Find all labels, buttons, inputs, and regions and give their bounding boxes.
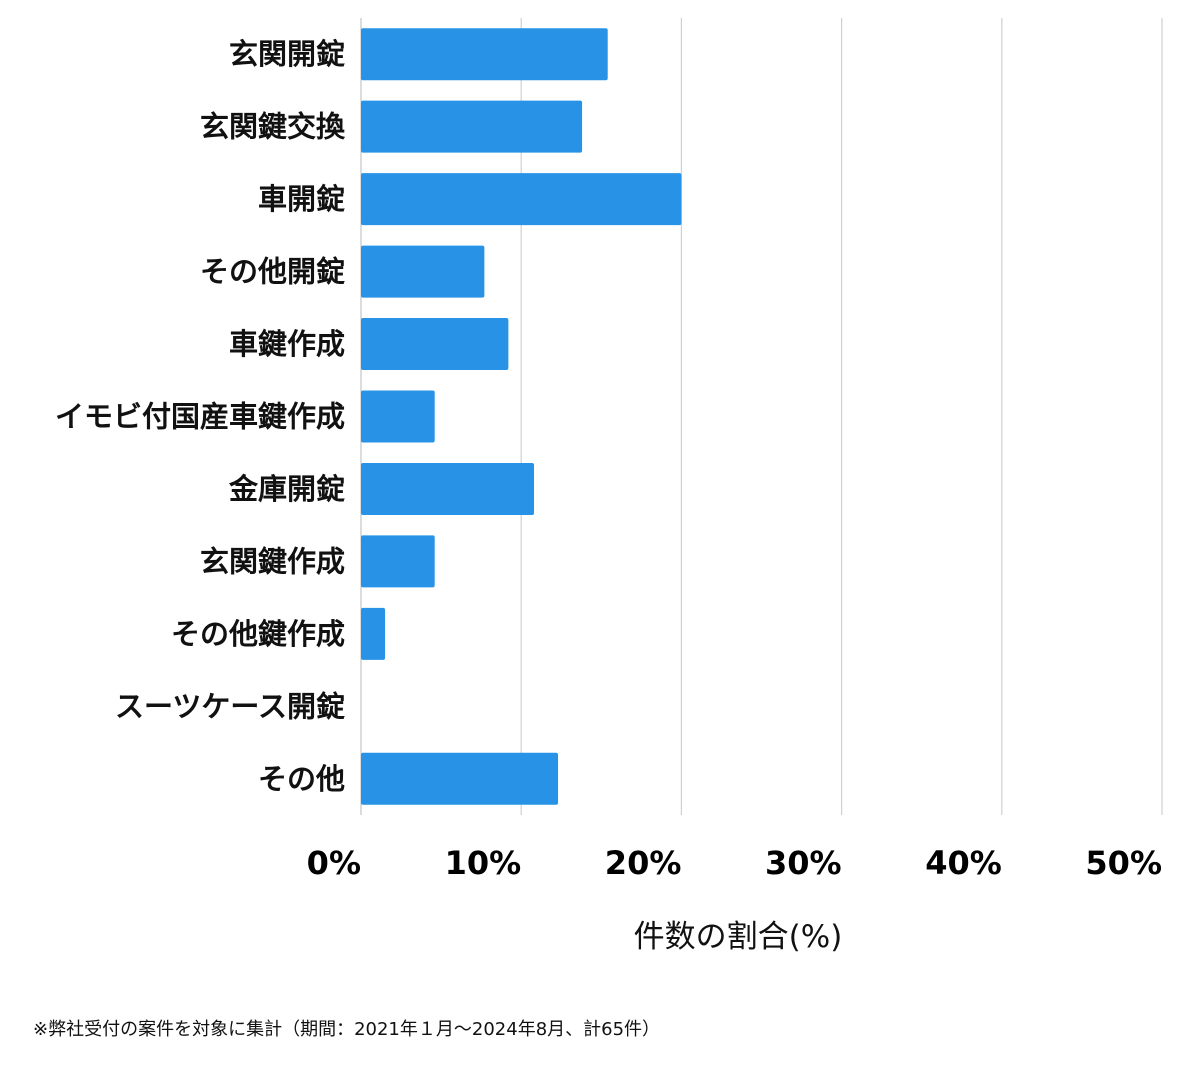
x-axis-title: 件数の割合(%) <box>634 919 843 955</box>
bar <box>361 752 559 805</box>
bar <box>361 462 535 515</box>
category-label: イモビ付国産車鍵作成 <box>55 400 345 434</box>
x-tick-label: 30% <box>765 844 842 882</box>
category-label: 玄関開錠 <box>229 37 345 71</box>
bar <box>361 390 435 443</box>
x-tick-labels: 0% 10% 20% 30% 40% 50% <box>307 844 1162 882</box>
bar <box>361 318 509 371</box>
category-label: 車開錠 <box>258 182 345 216</box>
x-tick-label: 20% <box>605 844 682 882</box>
bar <box>361 535 435 588</box>
category-label: 玄関鍵交換 <box>200 110 346 144</box>
category-label: 玄関鍵作成 <box>200 544 345 578</box>
bar <box>361 245 485 298</box>
bar <box>361 28 608 81</box>
category-label: その他開錠 <box>200 255 345 289</box>
category-label: 金庫開錠 <box>228 472 345 506</box>
bar <box>361 173 682 226</box>
x-tick-label: 0% <box>307 844 361 882</box>
category-label: その他 <box>258 762 345 796</box>
bar-chart: 玄関開錠玄関鍵交換車開錠その他開錠車鍵作成イモビ付国産車鍵作成金庫開錠玄関鍵作成… <box>55 18 1163 955</box>
x-tick-label: 10% <box>445 844 522 882</box>
category-labels: 玄関開錠玄関鍵交換車開錠その他開錠車鍵作成イモビ付国産車鍵作成金庫開錠玄関鍵作成… <box>55 37 346 796</box>
category-label: その他鍵作成 <box>171 617 345 651</box>
bars <box>361 28 682 805</box>
x-tick-label: 50% <box>1085 844 1162 882</box>
category-label: 車鍵作成 <box>229 327 345 361</box>
category-label: スーツケース開錠 <box>115 689 345 723</box>
bar <box>361 607 386 660</box>
footnote: ※弊社受付の案件を対象に集計（期間：2021年１月〜2024年8月、計65件） <box>33 1019 661 1040</box>
x-tick-label: 40% <box>925 844 1002 882</box>
bar <box>361 100 583 153</box>
